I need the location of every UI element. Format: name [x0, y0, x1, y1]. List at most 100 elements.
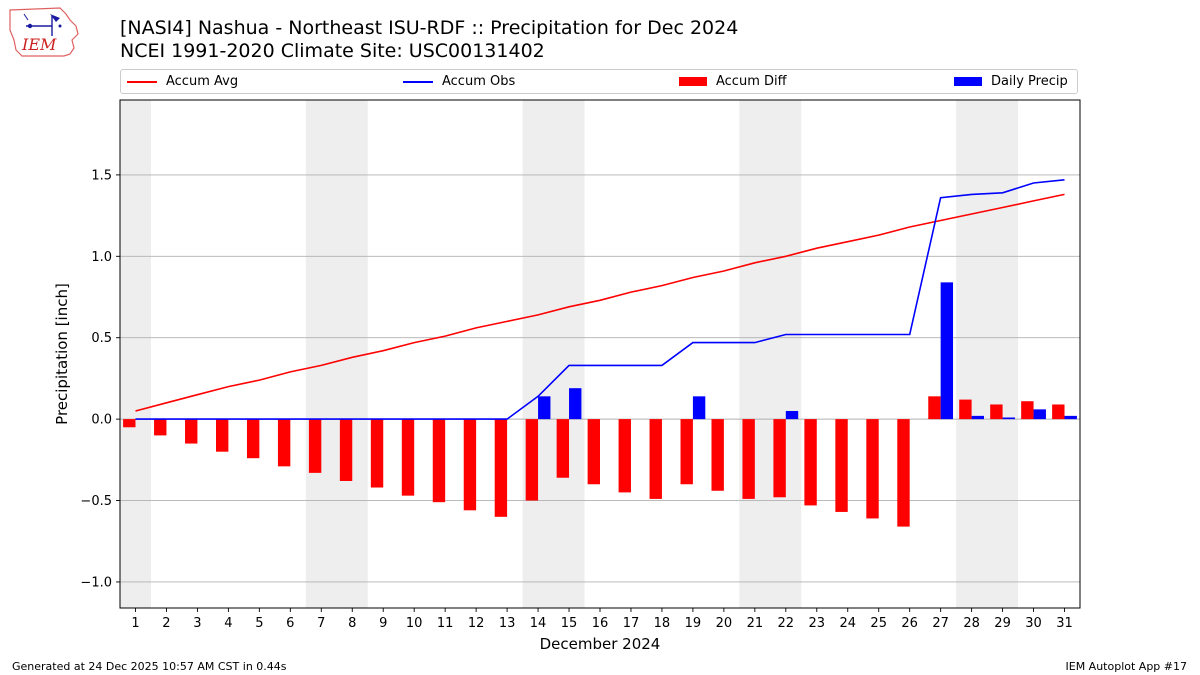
y-axis-label: Precipitation [inch]	[53, 283, 71, 425]
line-accum-obs	[135, 179, 1065, 420]
legend-swatch-accum-avg	[127, 80, 157, 83]
xtick-label-30: 30	[1025, 616, 1042, 631]
bar-accum-diff-14	[525, 419, 539, 501]
xtick-label-17: 17	[623, 616, 640, 631]
bar-daily-precip-30	[1033, 409, 1046, 420]
iem-logo: IEM	[8, 6, 80, 58]
bar-accum-diff-1	[123, 419, 136, 428]
xtick-label-18: 18	[654, 616, 671, 631]
bar-accum-diff-30	[1021, 401, 1034, 420]
bar-daily-precip-15	[569, 388, 582, 420]
xtick-label-6: 6	[286, 616, 294, 631]
bar-daily-precip-31	[1064, 415, 1077, 420]
plot-frame	[119, 99, 1081, 609]
bar-accum-diff-4	[216, 419, 229, 452]
legend-label-daily-precip: Daily Precip	[991, 74, 1068, 89]
legend-swatch-daily-precip	[954, 77, 982, 86]
xtick-label-19: 19	[685, 616, 702, 631]
bar-accum-diff-7	[308, 419, 322, 473]
ytick-label-4: 1.0	[91, 250, 112, 265]
line-accum-avg	[135, 193, 1065, 412]
legend: Accum Avg Accum Obs Accum Diff Daily Pre…	[120, 69, 1078, 94]
bar-accum-diff-23	[804, 419, 817, 506]
legend-label-accum-avg: Accum Avg	[166, 74, 239, 89]
xtick-label-8: 8	[348, 616, 356, 631]
bar-daily-precip-19	[692, 396, 706, 420]
footer-generated: Generated at 24 Dec 2025 10:57 AM CST in…	[12, 660, 287, 673]
xtick-label-31: 31	[1056, 616, 1073, 631]
chart-title: [NASI4] Nashua - Northeast ISU-RDF :: Pr…	[120, 17, 739, 39]
bar-accum-diff-24	[835, 419, 848, 512]
legend-item-accum-avg: Accum Avg	[127, 74, 238, 89]
bar-daily-precip-29	[1002, 417, 1015, 420]
bar-accum-diff-29	[990, 404, 1003, 420]
legend-label-accum-obs: Accum Obs	[442, 74, 516, 89]
weekend-shade-3	[739, 100, 802, 608]
bar-daily-precip-28	[971, 415, 984, 420]
xtick-label-12: 12	[468, 616, 485, 631]
legend-swatch-accum-diff	[679, 77, 707, 86]
bar-accum-diff-11	[432, 419, 446, 503]
bar-accum-diff-27	[928, 396, 941, 420]
legend-item-accum-diff: Accum Diff	[679, 74, 787, 89]
bar-accum-diff-20	[711, 419, 724, 491]
xtick-label-4: 4	[224, 616, 232, 631]
bar-daily-precip-22	[785, 410, 799, 420]
xtick-label-1: 1	[131, 616, 139, 631]
bar-accum-diff-9	[370, 419, 384, 488]
xtick-label-14: 14	[530, 616, 547, 631]
ytick-label-5: 1.5	[91, 168, 112, 183]
ytick-label-3: 0.5	[91, 331, 112, 346]
chart-subtitle: NCEI 1991-2020 Climate Site: USC00131402	[120, 40, 545, 62]
legend-item-accum-obs: Accum Obs	[403, 74, 515, 89]
bar-accum-diff-25	[866, 419, 879, 519]
bar-accum-diff-17	[618, 419, 631, 493]
weekend-shade-1	[305, 100, 368, 608]
bar-accum-diff-6	[277, 419, 291, 467]
logo-text: IEM	[21, 35, 57, 54]
bar-accum-diff-8	[339, 419, 353, 481]
legend-label-accum-diff: Accum Diff	[716, 74, 787, 89]
bar-accum-diff-19	[680, 419, 693, 485]
xtick-label-15: 15	[561, 616, 578, 631]
xtick-label-5: 5	[255, 616, 263, 631]
bar-daily-precip-14	[538, 396, 551, 420]
bar-daily-precip-27	[940, 282, 954, 420]
xtick-label-29: 29	[994, 616, 1011, 631]
bar-accum-diff-10	[401, 419, 415, 496]
bar-accum-diff-3	[185, 419, 198, 444]
bar-accum-diff-16	[587, 419, 600, 485]
weekend-shade-0	[120, 100, 151, 608]
bar-accum-diff-12	[463, 419, 477, 511]
bar-accum-diff-22	[773, 419, 786, 498]
bar-accum-diff-5	[246, 419, 260, 459]
xtick-label-28: 28	[963, 616, 980, 631]
legend-item-daily-precip: Daily Precip	[954, 74, 1068, 89]
xtick-label-9: 9	[379, 616, 387, 631]
xtick-label-20: 20	[716, 616, 733, 631]
xtick-label-16: 16	[592, 616, 609, 631]
footer-app: IEM Autoplot App #17	[1065, 660, 1188, 673]
xtick-label-2: 2	[162, 616, 170, 631]
weekend-shade-2	[522, 100, 585, 608]
xtick-label-13: 13	[499, 616, 516, 631]
weekend-shade-4	[956, 100, 1019, 608]
xtick-label-27: 27	[932, 616, 949, 631]
ytick-label-1: −0.5	[80, 494, 112, 509]
bar-accum-diff-2	[154, 419, 167, 436]
bar-accum-diff-28	[959, 399, 972, 420]
xtick-label-22: 22	[778, 616, 795, 631]
xtick-label-24: 24	[839, 616, 856, 631]
xtick-label-7: 7	[317, 616, 325, 631]
bar-accum-diff-21	[742, 419, 755, 499]
xtick-label-23: 23	[809, 616, 826, 631]
bar-accum-diff-26	[897, 419, 910, 527]
bar-accum-diff-15	[556, 419, 570, 478]
xtick-label-25: 25	[870, 616, 887, 631]
xtick-label-3: 3	[193, 616, 201, 631]
bar-accum-diff-31	[1052, 404, 1065, 420]
xtick-label-11: 11	[437, 616, 454, 631]
bar-accum-diff-13	[494, 419, 508, 517]
x-axis-label: December 2024	[540, 635, 661, 653]
